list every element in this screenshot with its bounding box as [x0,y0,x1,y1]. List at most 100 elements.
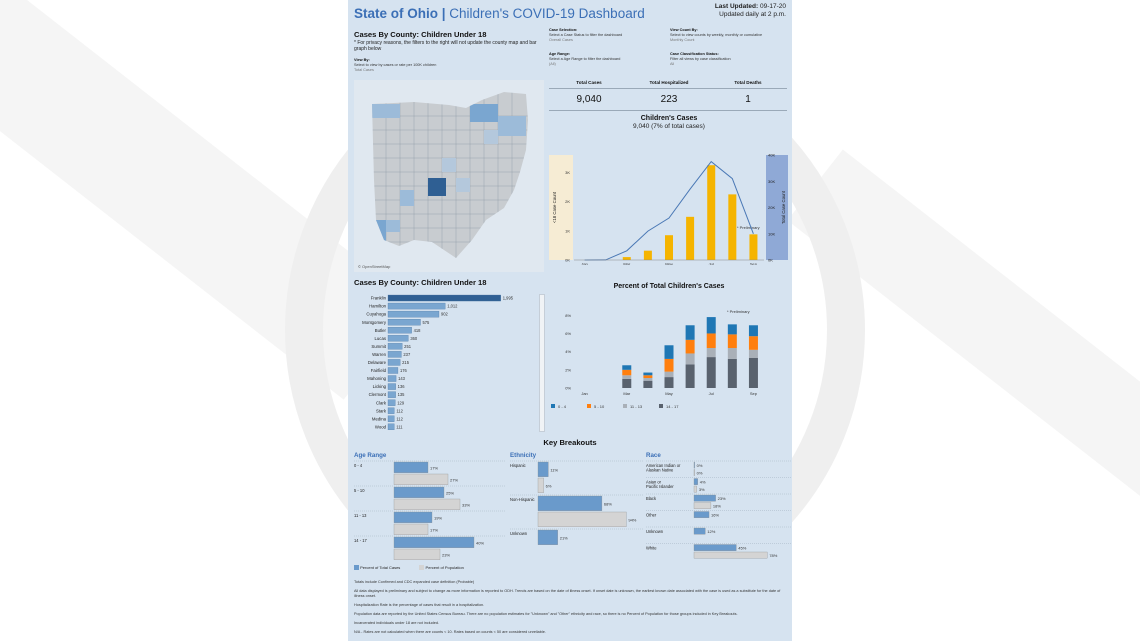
case-sel-value[interactable]: Overall Cases [549,38,573,42]
case-bar [728,194,737,260]
legend-swatch [551,404,555,408]
county-value-label: 176 [400,368,408,373]
category-label: Alaskan Native [646,468,674,473]
view-by-value[interactable]: Total Cases [354,68,374,72]
population-bar [537,477,544,493]
stacked-segment [643,380,653,388]
x-tick-label: Jan [581,262,587,266]
stacked-segment [664,358,674,372]
category-label: Pacific Islander [646,484,674,489]
total-deaths-value: 1 [745,94,751,105]
stacked-segment [706,317,716,334]
map-credit: © OpenStreetMap [358,264,391,269]
key-breakouts-title: Key Breakouts [543,438,597,447]
percent-label: 94% [628,517,636,522]
stacked-segment [727,324,737,335]
category-label: American Indian or [646,463,681,468]
county-value-label: 418 [414,328,422,333]
legend-label: 14 - 17 [666,404,679,409]
total-cases-line [584,160,754,261]
stacked-segment [664,345,674,359]
legend-label: 5 - 10 [594,404,605,409]
ohio-county-map[interactable]: © OpenStreetMap [354,80,544,272]
percent-label: 27% [450,477,458,482]
class-value[interactable]: All [670,62,675,66]
age-range-filter[interactable]: Age Range: Select a Age Range to filter … [549,52,620,67]
case-selection-filter[interactable]: Case Selection: Select a Case Status to … [549,28,622,43]
cases-bar [693,527,706,535]
y-tick-label: 4% [565,349,571,354]
x-tick-label: Mar [623,391,631,396]
category-label: Hispanic [510,463,526,468]
y-tick-label: 0K [565,258,570,263]
county-label: Fairfield [371,368,387,373]
total-hospitalized-value: 223 [660,94,678,105]
count-value[interactable]: Monthly Count [670,38,695,42]
y-axis-label: <18 Case Count [552,191,557,223]
county-value-label: 215 [402,360,410,365]
percent-label: 33% [462,502,470,507]
percent-label: 4% [700,480,706,485]
county-value-label: 1,995 [503,296,514,301]
cases-bar [693,511,710,518]
stacked-segment [622,365,632,370]
view-by-label: View By: [354,58,370,62]
age-value[interactable]: (All) [549,62,556,66]
preliminary-note: * Preliminary [737,225,760,230]
view-by-filter[interactable]: View By: Select to view by cases or rate… [354,58,436,73]
percent-label: 11% [550,467,558,472]
legend-swatch [659,404,663,408]
y2-tick-label: 0K [768,258,773,263]
key-breakouts-charts: 0 - 4 17% 27% 5 - 10 25% 33% 11 - 13 19% 17% 14 -… [354,460,792,560]
y-tick-label: 6% [565,331,571,336]
county-value-label: 902 [441,312,449,317]
stacked-segment [727,348,737,359]
childrens-cases-panel: Children's Cases 9,040 (7% of total case… [549,115,789,265]
percent-label: 17% [430,527,438,532]
y-tick-label: 8% [565,313,571,318]
county-label: Montgomery [362,320,387,325]
cases-bar [693,544,737,551]
stacked-segment [685,353,695,365]
x-tick-label: Mar [623,262,631,266]
updated-note: Updated daily at 2 p.m. [719,11,786,18]
stacked-segment [748,336,758,350]
county-label: Butler [375,328,387,333]
population-bar [393,473,449,485]
legend-cases-swatch [354,565,359,571]
footnote: Population data are reported by the Unit… [354,612,738,616]
county-label: Delaware [368,360,387,365]
county-label: Lucas [375,336,386,341]
case-bar [707,165,716,260]
breakout-legend: Percent of Total Cases Percent of Popula… [354,565,464,571]
y2-tick-label: 20K [768,205,775,210]
y2-axis-label: Total Case Count [781,190,786,224]
county-value-label: 575 [423,320,431,325]
percent-label: 78% [769,553,777,558]
last-updated: Last Updated: 09-17-20 Updated daily at … [715,3,786,19]
classification-filter[interactable]: Case Classification Status: Filter all v… [670,52,731,67]
total-cases-label: Total Cases [576,80,602,85]
county-scrollbar[interactable] [539,294,545,432]
x-tick-label: Jul [709,391,714,396]
stacked-segment [685,339,695,354]
y-tick-label: 1K [565,228,570,233]
percent-label: 0% [697,463,703,468]
county-label: Clermont [369,392,387,397]
view-count-filter[interactable]: View Count By: Select to view counts by … [670,28,762,43]
right-axis-band [766,155,788,260]
childrens-cases-chart: * Preliminary <18 Case Count Total Case C… [549,153,788,266]
stacked-segment [664,377,674,388]
county-label: Wood [375,424,387,429]
x-tick-label: May [665,391,673,396]
legend-swatch [623,404,627,408]
case-sel-desc: Select a Case Status to filter the dashb… [549,33,623,37]
county-bar [387,351,402,358]
county-bar [387,318,421,326]
cases-bar [393,461,429,473]
legend-pop-label: Percent of Population [425,565,464,570]
cases-bar [693,478,698,485]
population-bar [393,548,441,560]
y-tick-label: 0% [565,386,571,391]
footnote: All data displayed is preliminary and su… [354,589,781,598]
